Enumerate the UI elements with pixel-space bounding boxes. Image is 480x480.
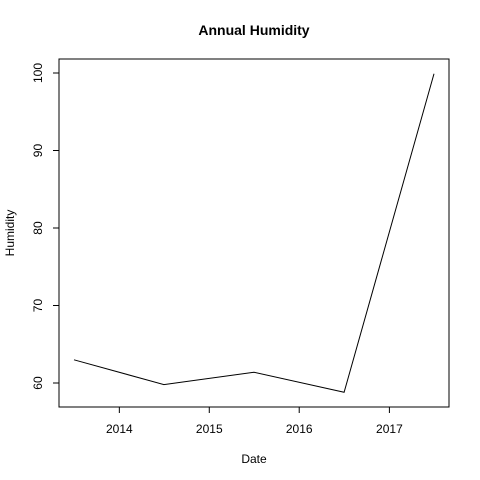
x-tick-label: 2017 — [376, 422, 403, 436]
y-tick-label: 100 — [31, 63, 45, 83]
series-line — [73, 73, 435, 393]
series-layer — [73, 73, 435, 393]
y-tick-label: 60 — [31, 376, 45, 390]
y-axis: 60 70 80 90 100 — [31, 63, 59, 390]
x-axis-label: Date — [241, 452, 267, 466]
y-axis-label: Humidity — [3, 210, 17, 257]
y-tick-label: 80 — [31, 221, 45, 235]
y-tick-label: 90 — [31, 144, 45, 158]
x-tick-label: 2015 — [196, 422, 223, 436]
plot-frame — [58, 58, 450, 408]
x-axis: 2014 2015 2016 2017 — [106, 407, 403, 436]
x-tick-label: 2014 — [106, 422, 133, 436]
chart-title: Annual Humidity — [198, 22, 309, 38]
x-tick-label: 2016 — [286, 422, 313, 436]
y-tick-label: 70 — [31, 299, 45, 313]
